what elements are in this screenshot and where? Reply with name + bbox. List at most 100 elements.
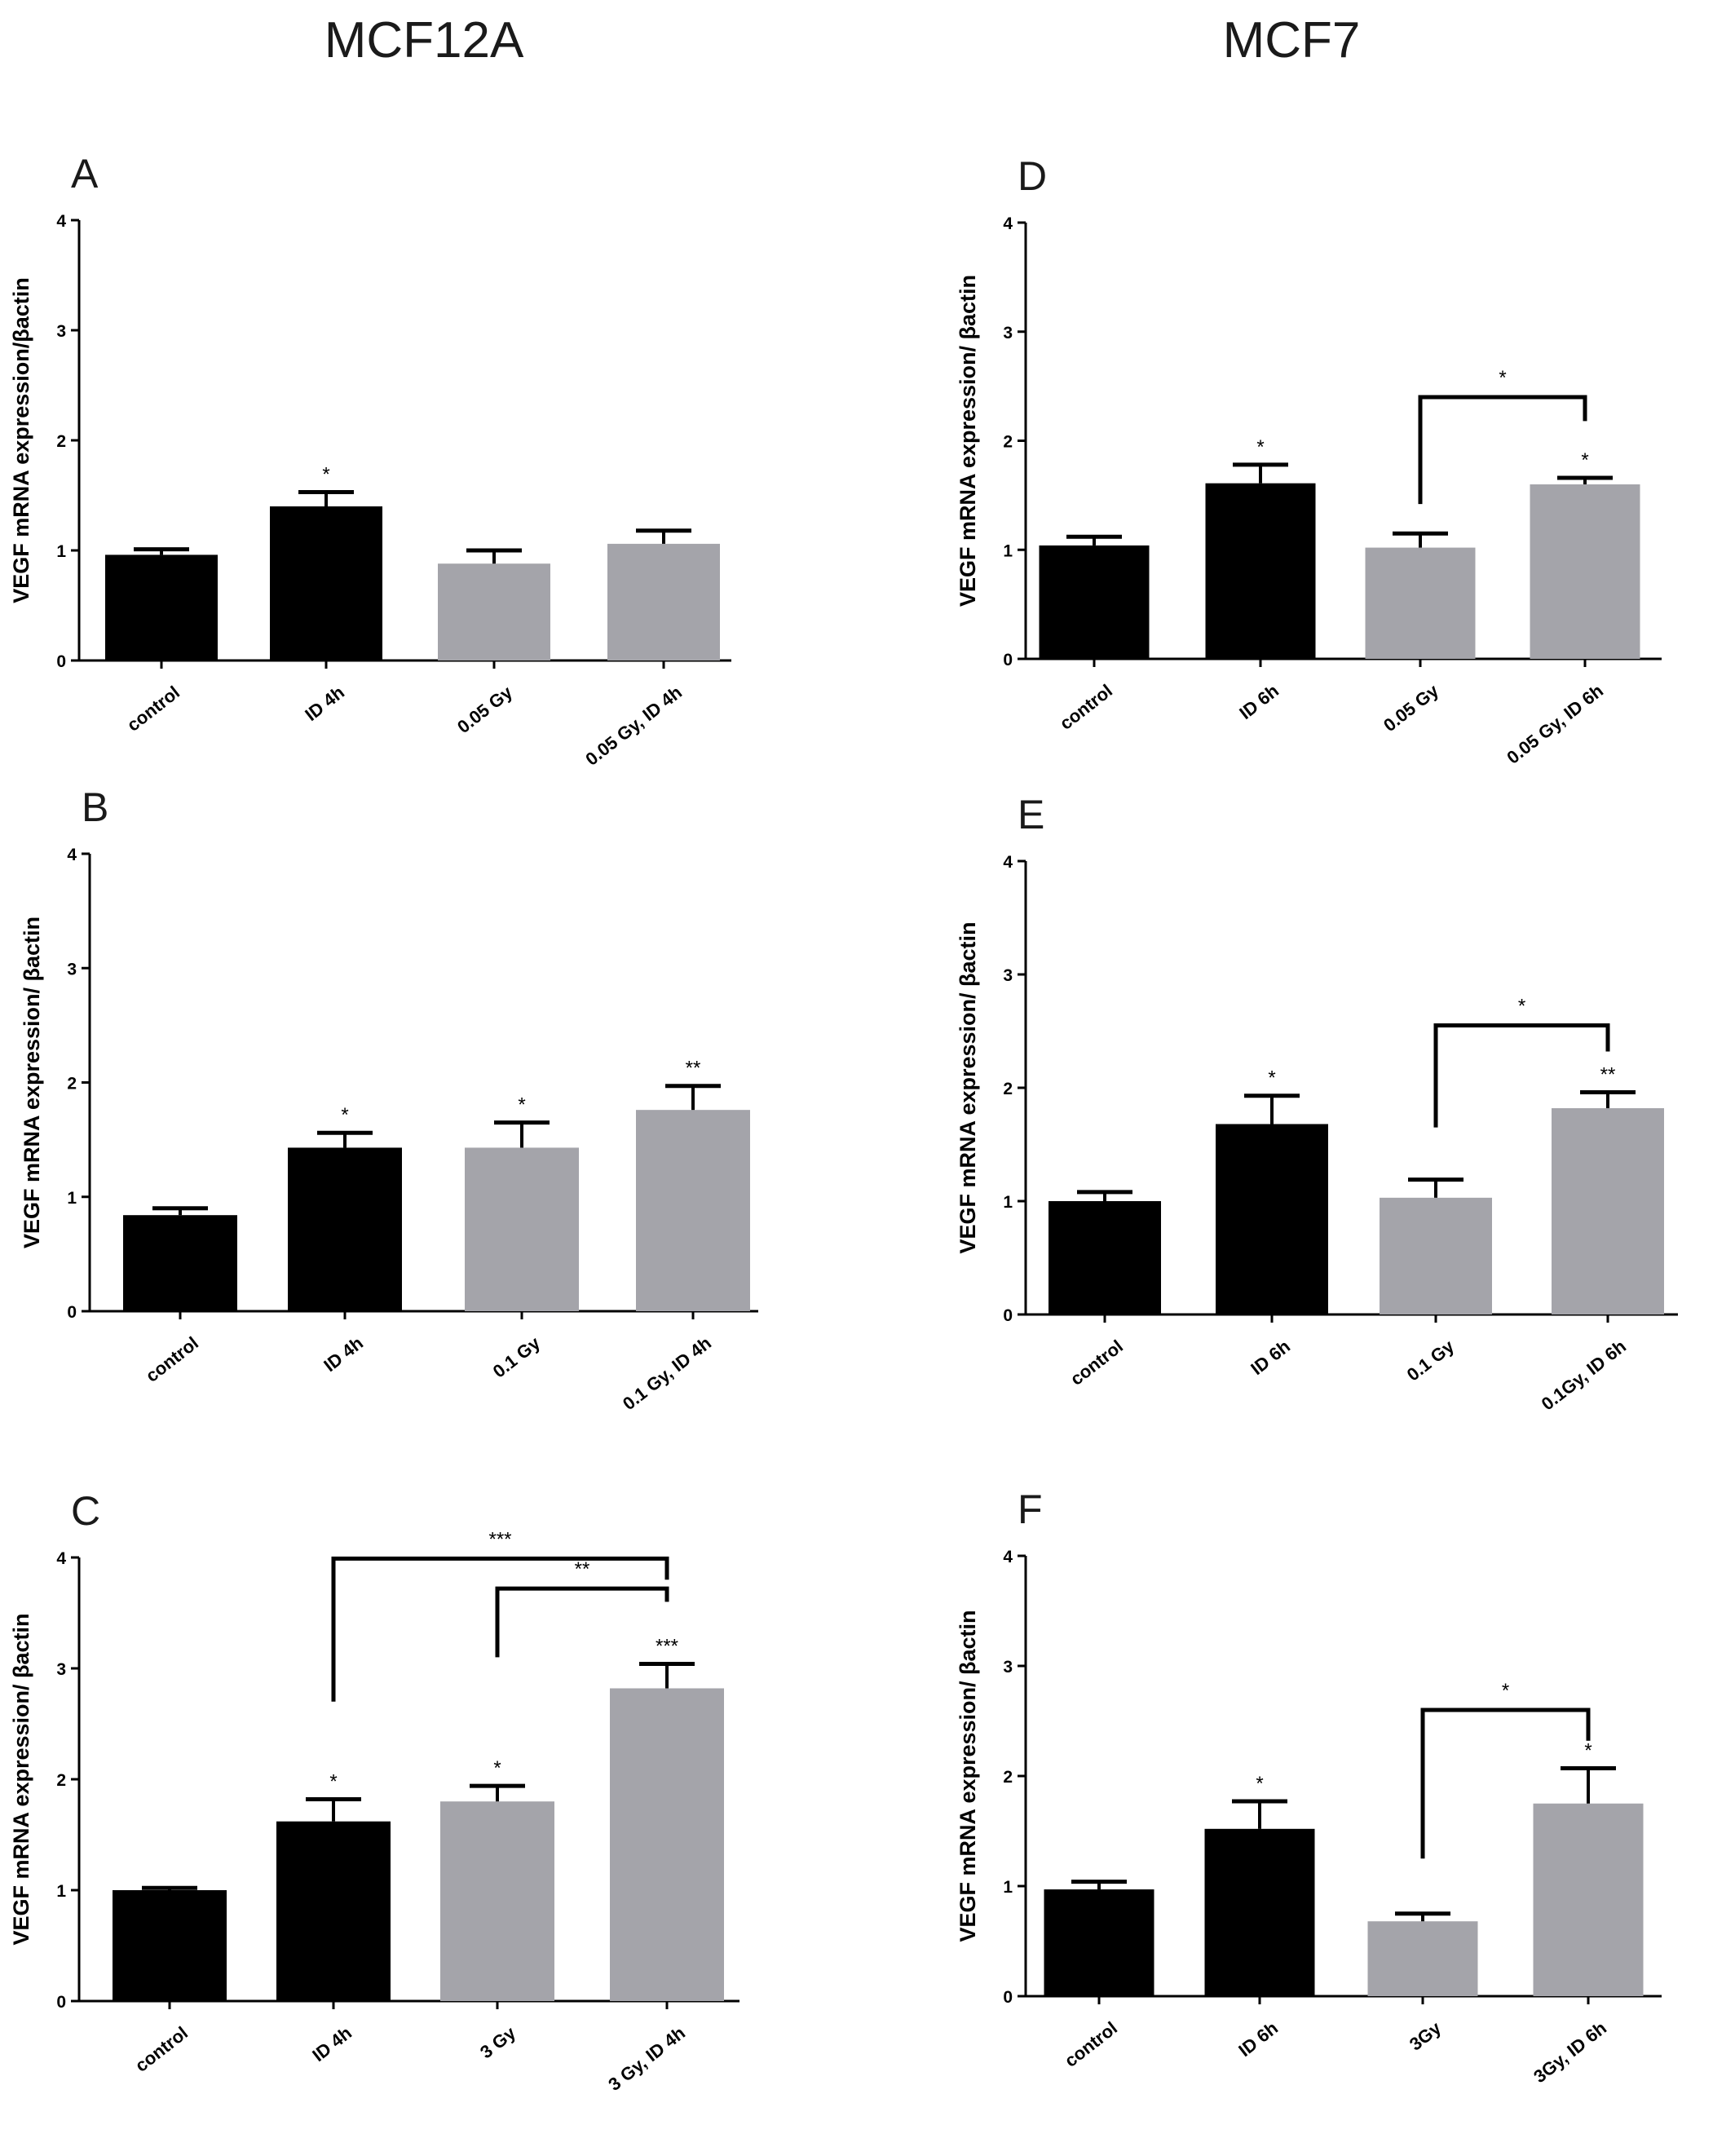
panel-d-y-tick-label: 0 [1003, 651, 1013, 669]
panel-a-bar-3 [438, 563, 550, 660]
panel-a-bar-1 [105, 554, 218, 660]
panel-c-y-tick-label: 2 [56, 1771, 66, 1790]
panel-f-y-tick-label: 3 [1003, 1658, 1013, 1677]
bar-chart-panel-f: F 0 1 2 3 4 VEGF mRNA expression/ βactin contro… [956, 1487, 1662, 2087]
panel-a-significance-2: * [322, 463, 329, 485]
panel-b-y-tick-label: 1 [67, 1189, 77, 1208]
panel-d-y-tick-label: 4 [1003, 214, 1013, 233]
panel-a-category-label-4: 0.05 Gy, ID 4h [581, 682, 686, 770]
panel-e-y-tick-label: 4 [1003, 853, 1013, 872]
panel-f-y-tick-label: 1 [1003, 1878, 1013, 1897]
panel-f-bar-2 [1204, 1828, 1315, 1996]
panel-b-bar-2 [288, 1147, 402, 1311]
panel-c-bracket-significance-2: ** [575, 1558, 590, 1580]
panel-c-category-label-4: 3 Gy, ID 4h [604, 2022, 689, 2095]
panel-c-bar-4 [610, 1688, 724, 2001]
panel-c-y-tick-label: 1 [56, 1882, 66, 1901]
panel-f-y-axis-label: VEGF mRNA expression/ βactin [956, 1610, 980, 1942]
bar-chart-panel-c: C 0 1 2 3 4 VEGF mRNA expression/ βactin contro… [9, 1488, 739, 2095]
panel-e-category-label-1: control [1066, 1336, 1127, 1389]
panel-c-bar-1 [113, 1890, 227, 2001]
panel-e-bar-4 [1552, 1108, 1664, 1314]
panel-f-letter: F [1018, 1487, 1043, 1532]
panel-a-category-label-1: control [123, 682, 183, 736]
panel-e-bar-1 [1049, 1201, 1161, 1314]
panel-b-bar-4 [636, 1110, 750, 1311]
panel-a-bar-4 [607, 543, 720, 660]
panel-b-bar-1 [123, 1215, 237, 1311]
panel-b-significance-3: * [518, 1094, 525, 1116]
panel-f-category-label-3: 3Gy [1406, 2017, 1446, 2055]
panel-e-category-label-2: ID 6h [1247, 1336, 1294, 1379]
panel-d-bar-4 [1530, 484, 1640, 659]
panel-d-category-label-3: 0.05 Gy [1380, 680, 1443, 736]
panel-d-y-tick-label: 1 [1003, 541, 1013, 560]
panel-b-category-label-2: ID 4h [320, 1332, 367, 1376]
panel-f-bar-4 [1533, 1803, 1644, 1996]
panel-d-y-axis-label: VEGF mRNA expression/ βactin [956, 275, 980, 607]
cell-line-title-mcf12a: MCF12A [324, 12, 524, 68]
panel-c-y-tick-label: 0 [56, 1993, 66, 2012]
panel-e-bar-3 [1380, 1197, 1492, 1314]
panel-e-y-axis-label: VEGF mRNA expression/ βactin [956, 921, 980, 1253]
panel-d-y-tick-label: 2 [1003, 433, 1013, 452]
panel-f-category-label-1: control [1061, 2017, 1121, 2071]
panel-c-y-tick-label: 4 [56, 1549, 66, 1568]
panel-e-category-label-4: 0.1Gy, ID 6h [1538, 1336, 1630, 1414]
panel-d-significance-2: * [1256, 436, 1264, 458]
panel-f-y-tick-label: 4 [1003, 1548, 1013, 1566]
panel-f-category-label-4: 3Gy, ID 6h [1530, 2017, 1610, 2087]
panel-d-bar-1 [1039, 545, 1150, 659]
panel-b-category-label-1: control [142, 1332, 202, 1386]
panel-d-category-label-1: control [1056, 680, 1116, 734]
panel-e-bracket-significance-1: * [1518, 996, 1525, 1018]
panel-b-letter: B [82, 784, 108, 830]
panel-e-bar-2 [1216, 1124, 1328, 1314]
panel-a-y-tick-label: 3 [56, 322, 66, 341]
panel-f-y-tick-label: 2 [1003, 1768, 1013, 1787]
panel-d-letter: D [1018, 153, 1047, 199]
panel-d-y-tick-label: 3 [1003, 324, 1013, 342]
panel-f-category-label-2: ID 6h [1234, 2017, 1282, 2061]
panel-c-category-label-3: 3 Gy [476, 2022, 520, 2063]
panel-a-y-axis-label: VEGF mRNA expression/βactin [9, 277, 33, 603]
panel-b-y-tick-label: 3 [67, 960, 77, 979]
cell-line-title-mcf7: MCF7 [1222, 12, 1361, 68]
panel-f-y-tick-label: 0 [1003, 1988, 1013, 2007]
panel-f-bar-1 [1044, 1889, 1154, 1996]
panel-e-y-tick-label: 3 [1003, 966, 1013, 985]
panel-c-bracket-significance-1: *** [488, 1528, 511, 1550]
panel-b-y-tick-label: 2 [67, 1075, 77, 1093]
panel-c-category-label-1: control [131, 2022, 192, 2076]
panel-c-significance-3: * [493, 1757, 501, 1779]
panel-a-category-label-3: 0.05 Gy [453, 682, 517, 737]
panel-b-y-tick-label: 0 [67, 1303, 77, 1322]
panel-d-category-label-2: ID 6h [1235, 680, 1282, 723]
panel-b-category-label-3: 0.1 Gy [489, 1332, 545, 1382]
panel-e-y-tick-label: 0 [1003, 1306, 1013, 1325]
bar-chart-panel-a: A 0 1 2 3 4 VEGF mRNA expression/βactin control… [9, 151, 731, 770]
panel-d-significance-4: * [1581, 449, 1588, 471]
panel-b-bar-3 [465, 1147, 579, 1311]
bar-chart-panel-e: E 0 1 2 3 4 VEGF mRNA expression/ βactin contro… [956, 792, 1678, 1414]
panel-e-letter: E [1018, 792, 1044, 837]
panel-c-comparison-bracket-1 [331, 1556, 669, 1702]
panel-c-bar-2 [276, 1821, 391, 2001]
panel-b-y-tick-label: 4 [67, 846, 77, 864]
bar-chart-panel-d: D 0 1 2 3 4 VEGF mRNA expression/ βactin contro… [956, 153, 1662, 768]
bar-chart-panel-b: B 0 1 2 3 4 VEGF mRNA expression/ βactin contro… [20, 784, 758, 1414]
panel-c-comparison-bracket-2 [495, 1586, 669, 1658]
panel-d-category-label-4: 0.05 Gy, ID 6h [1503, 680, 1607, 768]
panel-e-category-label-3: 0.1 Gy [1403, 1336, 1459, 1385]
panel-a-y-tick-label: 2 [56, 432, 66, 451]
panel-c-y-tick-label: 3 [56, 1660, 66, 1679]
panel-a-y-tick-label: 1 [56, 542, 66, 561]
panel-f-significance-4: * [1584, 1740, 1592, 1762]
panel-a-y-tick-label: 4 [56, 212, 66, 231]
panel-f-significance-2: * [1256, 1773, 1263, 1795]
panel-e-y-tick-label: 2 [1003, 1080, 1013, 1098]
panel-b-y-axis-label: VEGF mRNA expression/ βactin [20, 917, 44, 1248]
panel-d-bracket-significance-1: * [1499, 367, 1506, 389]
panel-c-letter: C [71, 1488, 100, 1534]
panel-d-comparison-bracket-1 [1418, 395, 1587, 505]
